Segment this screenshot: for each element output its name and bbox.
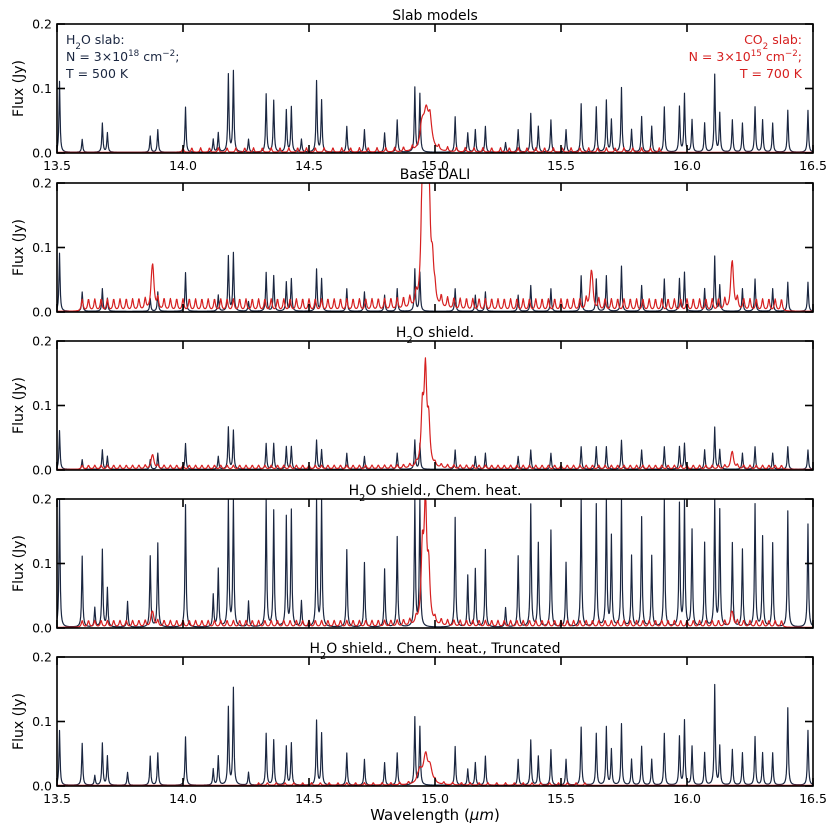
- x-tick-label: 14.5: [295, 158, 323, 173]
- plot-frame: [56, 182, 814, 313]
- panel-5: 13.5 14.0 14.5 15.0 15.5 16.0 16.5 0.0 0.1 0.2 H2O…: [11, 641, 827, 806]
- panel-1: 13.5 14.0 14.5 15.0 15.5 16.0 16.5 0.0 0.1 0.2 Sla…: [11, 8, 827, 173]
- x-tick-label: 16.5: [799, 791, 827, 806]
- y-axis-label: Flux (Jy): [11, 60, 27, 117]
- plot-frame: [56, 340, 814, 471]
- h2o-slab-annotation-line: H2O slab:: [66, 32, 125, 52]
- h2o-slab-annotation-line: N = 3×1018 cm−2;: [66, 49, 179, 64]
- y-axis-label: Flux (Jy): [11, 693, 27, 750]
- series-co2-line: [57, 499, 813, 628]
- panel-title: Base DALI: [400, 167, 471, 183]
- y-axis-label: Flux (Jy): [11, 377, 27, 434]
- x-tick-label: 15.0: [421, 158, 449, 173]
- annotations: H2O slab:N = 3×1018 cm−2; T = 500 K CO2 sl…: [65, 32, 803, 81]
- plot-frame: [56, 23, 814, 154]
- y-tick-label: 0.2: [32, 17, 52, 32]
- y-tick-label: 0.0: [32, 305, 52, 320]
- h2o-slab-annotation-line: T = 500 K: [65, 66, 129, 81]
- series-h2o-line: [57, 69, 813, 153]
- y-tick-label: 0.1: [32, 556, 52, 571]
- y-tick-label: 0.0: [32, 463, 52, 478]
- y-tick-label: 0.2: [32, 650, 52, 665]
- panel-title: H2O shield., Chem. heat.: [349, 483, 522, 504]
- panels: 13.5 14.0 14.5 15.0 15.5 16.0 16.5 0.0 0.1 0.2 Sla…: [11, 8, 827, 806]
- y-tick-label: 0.1: [32, 398, 52, 413]
- y-tick-label: 0.0: [32, 621, 52, 636]
- y-tick-label: 0.2: [32, 334, 52, 349]
- series-h2o-line: [57, 499, 813, 628]
- y-tick-label: 0.0: [32, 779, 52, 794]
- x-tick-label: 15.0: [421, 791, 449, 806]
- panel-title: H2O shield., Chem. heat., Truncated: [310, 641, 561, 662]
- co2-slab-annotation-line: CO2 slab:: [744, 32, 802, 52]
- y-tick-label: 0.1: [32, 714, 52, 729]
- x-tick-label: 15.5: [547, 791, 575, 806]
- series-co2-line: [57, 357, 813, 470]
- y-tick-label: 0.1: [32, 81, 52, 96]
- panel-title: H2O shield.: [396, 325, 474, 346]
- x-tick-label: 16.0: [673, 158, 701, 173]
- x-tick-label: 14.0: [169, 791, 197, 806]
- plot-frame: [56, 498, 814, 629]
- series-co2-line: [57, 183, 813, 312]
- series-h2o-line: [57, 683, 813, 786]
- x-tick-label: 13.5: [43, 158, 71, 173]
- panel-title: Slab models: [392, 8, 478, 24]
- plot-frame: [56, 656, 814, 787]
- y-tick-label: 0.1: [32, 240, 52, 255]
- x-axis-label: Wavelength (μm): [370, 806, 500, 824]
- panel-4: 0.0 0.1 0.2 H2O shield., Chem. heat. Flux (J…: [11, 483, 814, 636]
- x-tick-label: 13.5: [43, 791, 71, 806]
- y-tick-label: 0.0: [32, 146, 52, 161]
- y-axis-label: Flux (Jy): [11, 219, 27, 276]
- panel-3: 0.0 0.1 0.2 H2O shield. Flux (Jy): [11, 325, 814, 478]
- co2-slab-annotation-line: T = 700 K: [739, 66, 803, 81]
- x-tick-label: 16.5: [799, 158, 827, 173]
- x-tick-label: 16.0: [673, 791, 701, 806]
- y-tick-label: 0.2: [32, 176, 52, 191]
- panel-2: 0.0 0.1 0.2 Base DALI Flux (Jy): [11, 167, 814, 320]
- x-tick-label: 14.5: [295, 791, 323, 806]
- x-tick-label: 15.5: [547, 158, 575, 173]
- y-axis-label: Flux (Jy): [11, 535, 27, 592]
- co2-slab-annotation-line: N = 3×1015 cm−2;: [689, 49, 802, 64]
- x-tick-label: 14.0: [169, 158, 197, 173]
- y-tick-label: 0.2: [32, 492, 52, 507]
